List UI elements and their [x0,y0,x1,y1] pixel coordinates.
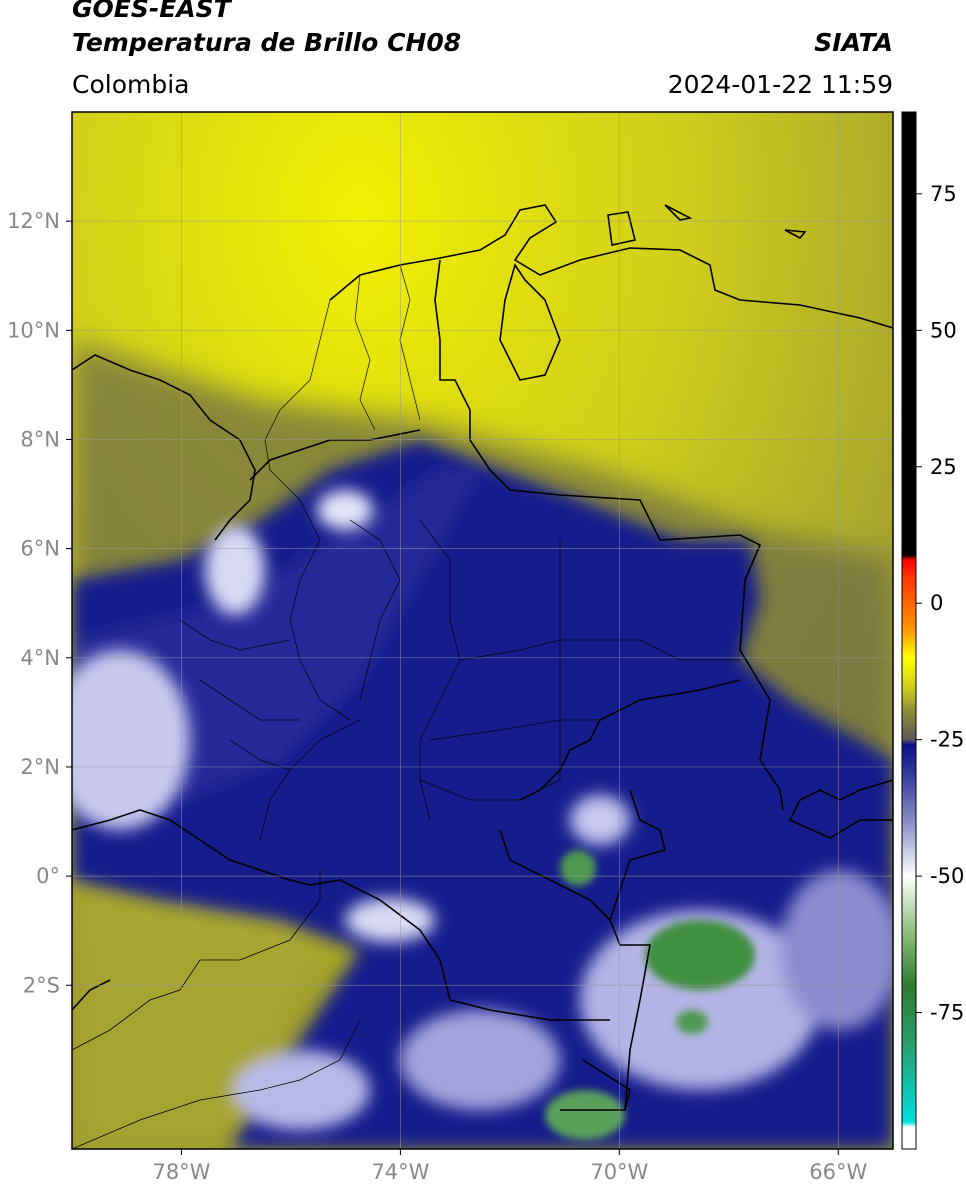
map-subtitle-region: Colombia [72,70,190,99]
lat-tick-label: 4°N [20,646,60,670]
lat-tick-label: 0° [36,864,60,888]
colorbar-tick-label: 50 [930,318,957,342]
map-title-product: Temperatura de Brillo CH08 [72,28,462,57]
longitude-ticks: 78°W 74°W 70°W 66°W [152,1149,867,1184]
colorbar-tick-label: -50 [930,864,964,888]
map-frame [71,111,894,1150]
colorbar-tick-label: -75 [930,1001,964,1025]
department-boundaries [179,264,740,841]
lon-tick-label: 66°W [809,1160,867,1184]
colorbar [902,112,916,1149]
lon-tick-label: 78°W [152,1160,210,1184]
timestamp-label: 2024-01-22 11:59 [667,70,893,99]
coldest-cloud-tops [72,490,893,1130]
latitude-ticks: 12°N 10°N 8°N 6°N 4°N 2°N 0° 2°S [7,209,72,997]
lon-tick-label: 70°W [590,1160,648,1184]
colorbar-tick-label: 75 [930,182,957,206]
overshooting-tops-green [545,850,755,1140]
colorbar-frame [901,111,917,1150]
lon-tick-label: 74°W [371,1160,429,1184]
colorbar-tick-label: 25 [930,455,957,479]
lat-tick-label: 8°N [20,427,60,451]
lat-tick-label: 10°N [7,318,60,342]
lat-tick-label: 2°N [20,755,60,779]
colorbar-tick-label: 0 [930,591,943,615]
country-boundaries [72,204,893,1111]
coastlines [72,870,361,1149]
lat-tick-label: 2°S [23,973,60,997]
colorbar-tick-label: -25 [930,728,964,752]
lat-tick-label: 6°N [20,537,60,561]
brand-label: SIATA [814,28,893,57]
colorbar-ticks: 75 50 25 0 -25 -50 -75 [916,182,964,1025]
brightness-temperature-field [72,112,893,1149]
map-title-satellite: GOES-EAST [72,0,231,23]
lat-tick-label: 12°N [7,209,60,233]
graticule [72,112,893,1149]
